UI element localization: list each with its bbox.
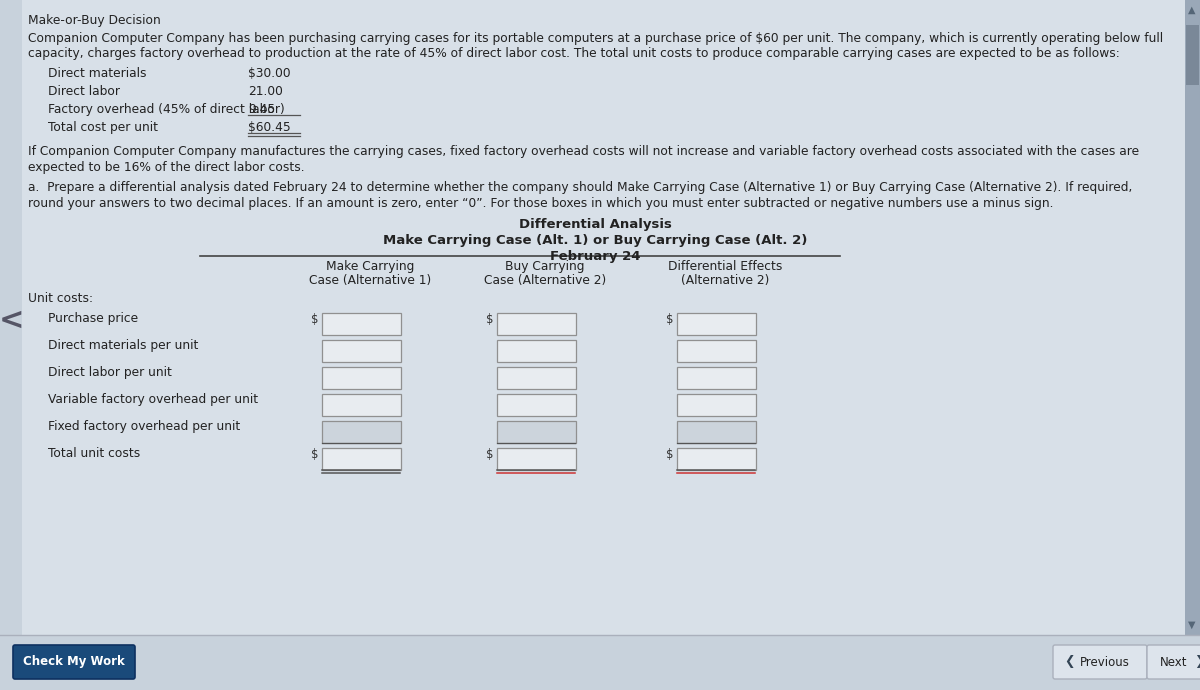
FancyBboxPatch shape	[497, 313, 576, 335]
Text: Case (Alternative 2): Case (Alternative 2)	[484, 274, 606, 287]
Text: $: $	[486, 448, 493, 461]
FancyBboxPatch shape	[322, 420, 401, 442]
Text: a.  Prepare a differential analysis dated February 24 to determine whether the c: a. Prepare a differential analysis dated…	[28, 181, 1133, 194]
Text: 21.00: 21.00	[248, 85, 283, 98]
FancyBboxPatch shape	[677, 339, 756, 362]
FancyBboxPatch shape	[497, 420, 576, 442]
Text: Make Carrying: Make Carrying	[326, 260, 414, 273]
Text: Make Carrying Case (Alt. 1) or Buy Carrying Case (Alt. 2): Make Carrying Case (Alt. 1) or Buy Carry…	[383, 234, 808, 247]
FancyBboxPatch shape	[677, 420, 756, 442]
FancyBboxPatch shape	[322, 448, 401, 469]
Text: Variable factory overhead per unit: Variable factory overhead per unit	[48, 393, 258, 406]
Text: Total unit costs: Total unit costs	[48, 447, 140, 460]
FancyBboxPatch shape	[677, 393, 756, 415]
FancyBboxPatch shape	[322, 313, 401, 335]
FancyBboxPatch shape	[677, 313, 756, 335]
Text: Next: Next	[1160, 656, 1188, 669]
FancyBboxPatch shape	[322, 339, 401, 362]
FancyBboxPatch shape	[322, 393, 401, 415]
FancyBboxPatch shape	[322, 366, 401, 388]
Text: ❯: ❯	[1194, 656, 1200, 669]
Text: $: $	[486, 313, 493, 326]
Text: Case (Alternative 1): Case (Alternative 1)	[308, 274, 431, 287]
Text: ▼: ▼	[1188, 620, 1195, 630]
FancyBboxPatch shape	[497, 366, 576, 388]
Text: Previous: Previous	[1080, 656, 1130, 669]
FancyBboxPatch shape	[497, 448, 576, 469]
Text: Direct materials per unit: Direct materials per unit	[48, 339, 198, 352]
Text: Differential Effects: Differential Effects	[668, 260, 782, 273]
FancyBboxPatch shape	[1054, 645, 1147, 679]
Text: Check My Work: Check My Work	[23, 656, 125, 669]
Text: February 24: February 24	[550, 250, 641, 263]
Text: expected to be 16% of the direct labor costs.: expected to be 16% of the direct labor c…	[28, 161, 305, 173]
Text: Direct materials: Direct materials	[48, 67, 146, 80]
Text: Companion Computer Company has been purchasing carrying cases for its portable c: Companion Computer Company has been purc…	[28, 32, 1163, 45]
Text: Buy Carrying: Buy Carrying	[505, 260, 584, 273]
Text: $60.45: $60.45	[248, 121, 290, 134]
FancyBboxPatch shape	[497, 393, 576, 415]
Text: $: $	[311, 448, 318, 461]
Text: Fixed factory overhead per unit: Fixed factory overhead per unit	[48, 420, 240, 433]
Text: Direct labor per unit: Direct labor per unit	[48, 366, 172, 379]
Text: $: $	[311, 313, 318, 326]
Text: ❮: ❮	[1063, 656, 1074, 669]
Text: Differential Analysis: Differential Analysis	[518, 218, 672, 231]
Text: (Alternative 2): (Alternative 2)	[680, 274, 769, 287]
FancyBboxPatch shape	[677, 366, 756, 388]
FancyBboxPatch shape	[497, 339, 576, 362]
Text: 9.45: 9.45	[248, 103, 275, 116]
Text: Make-or-Buy Decision: Make-or-Buy Decision	[28, 14, 161, 27]
Bar	[1186, 0, 1200, 635]
Text: $: $	[666, 448, 673, 461]
Bar	[0, 0, 22, 635]
FancyBboxPatch shape	[1147, 645, 1200, 679]
Text: capacity, charges factory overhead to production at the rate of 45% of direct la: capacity, charges factory overhead to pr…	[28, 48, 1120, 61]
Text: round your answers to two decimal places. If an amount is zero, enter “0”. For t: round your answers to two decimal places…	[28, 197, 1054, 210]
Bar	[1186, 25, 1199, 85]
Text: Purchase price: Purchase price	[48, 312, 138, 325]
Text: Total cost per unit: Total cost per unit	[48, 121, 158, 134]
Bar	[0, 635, 1200, 690]
Text: $30.00: $30.00	[248, 67, 290, 80]
Text: Direct labor: Direct labor	[48, 85, 120, 98]
Text: <: <	[0, 306, 25, 335]
Text: ▲: ▲	[1188, 5, 1195, 15]
Text: Unit costs:: Unit costs:	[28, 292, 94, 305]
Text: $: $	[666, 313, 673, 326]
FancyBboxPatch shape	[677, 448, 756, 469]
FancyBboxPatch shape	[13, 645, 134, 679]
Text: Factory overhead (45% of direct labor): Factory overhead (45% of direct labor)	[48, 103, 284, 116]
Bar	[0, 310, 6, 390]
Text: If Companion Computer Company manufactures the carrying cases, fixed factory ove: If Companion Computer Company manufactur…	[28, 145, 1139, 158]
